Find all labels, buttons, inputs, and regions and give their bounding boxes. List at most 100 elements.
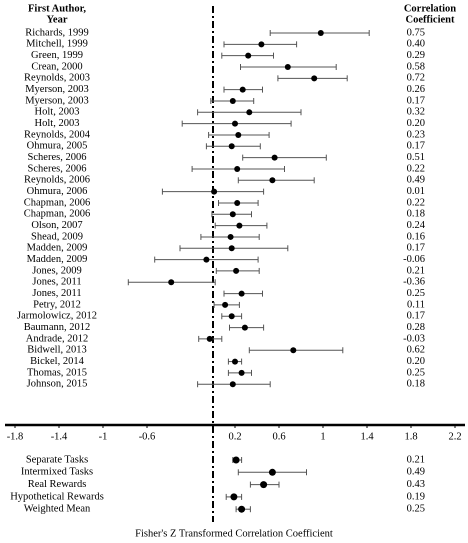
x-tick-label: 1.4 [360, 431, 374, 442]
coefficient-label: 0.21 [407, 265, 425, 276]
point-estimate [239, 86, 246, 93]
row-label: Scheres, 2006 [28, 163, 87, 174]
row-label: Reynolds, 2006 [24, 175, 90, 186]
coefficient-label: 0.18 [407, 379, 425, 390]
row-label: Thomas, 2015 [27, 367, 87, 378]
x-tick-label: -1 [99, 431, 108, 442]
row-label: Shead, 2009 [31, 231, 83, 242]
coefficient-label: 0.22 [407, 163, 425, 174]
point-estimate [228, 313, 235, 320]
row-label: Crean, 2000 [31, 61, 82, 72]
x-tick-label: 1.8 [404, 431, 417, 442]
point-estimate [211, 188, 218, 195]
point-estimate [284, 63, 291, 70]
point-estimate [234, 199, 241, 206]
row-label: Holt, 2003 [35, 118, 80, 129]
point-estimate [229, 211, 236, 218]
x-axis-label: Fisher's Z Transformed Correlation Coeff… [135, 528, 333, 539]
point-estimate [230, 493, 238, 501]
point-estimate [203, 256, 210, 263]
coefficient-label: 0.20 [407, 118, 425, 129]
point-estimate [228, 245, 235, 252]
row-label: Madden, 2009 [27, 243, 88, 254]
coefficient-label: 0.23 [407, 129, 425, 140]
row-label: Jarmolowicz, 2012 [17, 311, 97, 322]
header-study: First Author, [28, 3, 86, 14]
coefficient-label: -0.03 [403, 333, 425, 344]
x-tick-label: -1.4 [51, 431, 68, 442]
row-label: Jones, 2011 [32, 288, 81, 299]
row-label: Scheres, 2006 [28, 152, 87, 163]
row-label: Myerson, 2003 [25, 95, 89, 106]
coefficient-label: 0.25 [407, 504, 425, 515]
row-label: Reynolds, 2003 [24, 73, 90, 84]
coefficient-label: 0.32 [407, 107, 425, 118]
coefficient-label: 0.25 [407, 288, 425, 299]
coefficient-label: 0.17 [407, 243, 425, 254]
coefficient-label: 0.26 [407, 84, 425, 95]
coefficient-label: 0.17 [407, 141, 425, 152]
coefficient-label: 0.16 [407, 231, 425, 242]
row-label: Reynolds, 2004 [24, 129, 91, 140]
coefficient-label: 0.62 [407, 345, 425, 356]
point-estimate [245, 52, 252, 59]
point-estimate [229, 381, 236, 388]
point-estimate [241, 324, 248, 331]
point-estimate [234, 165, 241, 172]
point-estimate [229, 97, 236, 104]
point-estimate [236, 222, 243, 229]
point-estimate [233, 267, 240, 274]
row-label: Baumann, 2012 [24, 322, 91, 333]
point-estimate [238, 369, 245, 376]
row-label: Richards, 1999 [25, 27, 89, 38]
row-label: Madden, 2009 [27, 254, 88, 265]
header-study: Year [47, 14, 68, 25]
row-label: Bidwell, 2013 [27, 345, 87, 356]
coefficient-label: 0.51 [407, 152, 425, 163]
point-estimate [232, 120, 238, 127]
coefficient-label: 0.28 [407, 322, 425, 333]
row-label: Ohmura, 2006 [27, 186, 88, 197]
row-label: Johnson, 2015 [27, 379, 88, 390]
point-estimate [222, 301, 229, 308]
row-label: Jones, 2009 [32, 265, 82, 276]
x-tick-label: 0.2 [228, 431, 241, 442]
point-estimate [311, 75, 318, 82]
x-tick-label: -1.8 [7, 431, 24, 442]
row-label: Mitchell, 1999 [26, 39, 88, 50]
coefficient-label: 0.11 [407, 299, 425, 310]
point-estimate [206, 335, 213, 342]
row-label: Petry, 2012 [33, 299, 81, 310]
row-label: Myerson, 2003 [25, 84, 89, 95]
coefficient-label: 0.18 [407, 209, 425, 220]
row-label: Holt, 2003 [35, 107, 80, 118]
row-label: Chapman, 2006 [24, 197, 91, 208]
coefficient-label: 0.25 [407, 367, 425, 378]
point-estimate [271, 154, 278, 161]
point-estimate [232, 358, 238, 365]
coefficient-label: 0.24 [407, 220, 426, 231]
coefficient-label: 0.17 [407, 311, 425, 322]
point-estimate [269, 177, 276, 184]
point-estimate [258, 41, 265, 48]
coefficient-label: 0.20 [407, 356, 425, 367]
coefficient-label: 0.58 [407, 61, 425, 72]
row-label: Weighted Mean [24, 504, 91, 515]
row-label: Ohmura, 2005 [27, 141, 88, 152]
row-label: Hypothetical Rewards [10, 491, 104, 502]
point-estimate [290, 347, 297, 354]
row-label: Chapman, 2006 [24, 209, 91, 220]
coefficient-label: -0.36 [403, 277, 425, 288]
row-label: Real Rewards [28, 479, 87, 490]
point-estimate [232, 456, 240, 464]
header-coefficient: Coefficient [406, 14, 455, 25]
coefficient-label: 0.43 [407, 479, 425, 490]
row-label: Olson, 2007 [31, 220, 82, 231]
point-estimate [268, 468, 276, 476]
coefficient-label: 0.49 [407, 467, 425, 478]
point-estimate [235, 131, 242, 138]
row-label: Separate Tasks [26, 454, 88, 465]
row-label: Green, 1999 [31, 50, 83, 61]
header-coefficient: Correlation [404, 3, 456, 14]
coefficient-label: 0.17 [407, 95, 425, 106]
